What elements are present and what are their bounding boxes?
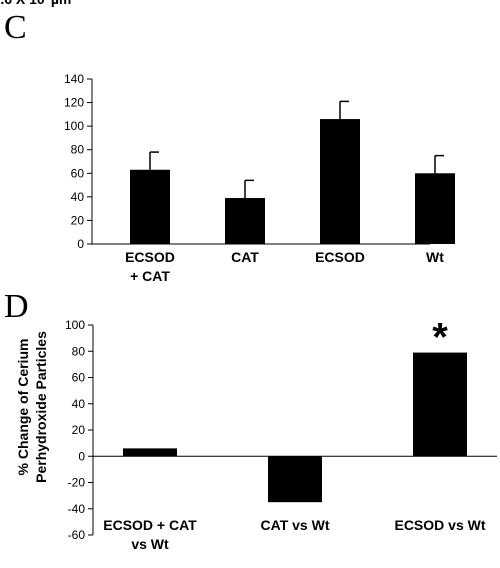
x-category-label-c: Wt	[426, 249, 444, 265]
y-tick-label-c: 120	[64, 96, 84, 110]
bar-c	[130, 169, 170, 244]
y-tick-label-d: 20	[72, 423, 86, 437]
y-tick-label-c: 140	[64, 72, 84, 86]
y-tick-label-d: -60	[68, 528, 86, 542]
y-axis-label-line-d: Perhydroxide Particles	[33, 331, 49, 483]
y-tick-label-d: 0	[78, 449, 85, 463]
bar-d	[123, 448, 177, 457]
y-axis-label-line-d: % Change of Cerium	[15, 339, 31, 476]
y-tick-label-c: 60	[71, 166, 85, 180]
y-tick-label-d: -40	[68, 502, 86, 516]
y-tick-label-d: 60	[72, 371, 86, 385]
y-axis-label-line-c: Particles / 2.6 X 106µm2	[0, 0, 77, 7]
x-category-label-d: vs Wt	[131, 536, 169, 552]
x-category-label-c: + CAT	[130, 268, 170, 284]
significance-marker-d: *	[432, 316, 448, 360]
bar-c	[320, 119, 360, 244]
bar-c	[225, 198, 265, 244]
y-tick-label-d: 40	[72, 397, 86, 411]
x-category-label-d: ECSOD + CAT	[103, 517, 197, 533]
y-tick-label-d: -20	[68, 476, 86, 490]
y-tick-label-c: 20	[71, 213, 85, 227]
x-category-label-c: CAT	[231, 249, 259, 265]
y-tick-label-d: 80	[72, 344, 86, 358]
y-tick-label-c: 0	[77, 237, 84, 251]
y-axis-label-d: % Change of Cerium Perhydroxide Particles	[15, 331, 49, 483]
panel-letter-c: C	[4, 9, 27, 46]
bar-c	[415, 173, 455, 244]
x-category-label-c: ECSOD	[315, 249, 365, 265]
y-tick-label-c: 80	[71, 143, 85, 157]
panel-letter-d: D	[4, 288, 29, 325]
bar-d	[413, 352, 467, 457]
x-category-label-c: ECSOD	[125, 249, 175, 265]
bar-d	[268, 456, 322, 503]
y-tick-label-c: 100	[64, 119, 84, 133]
x-category-label-d: CAT vs Wt	[261, 517, 330, 533]
y-tick-label-c: 40	[71, 190, 85, 204]
x-category-label-d: ECSOD vs Wt	[394, 517, 485, 533]
y-tick-label-d: 100	[65, 318, 85, 332]
